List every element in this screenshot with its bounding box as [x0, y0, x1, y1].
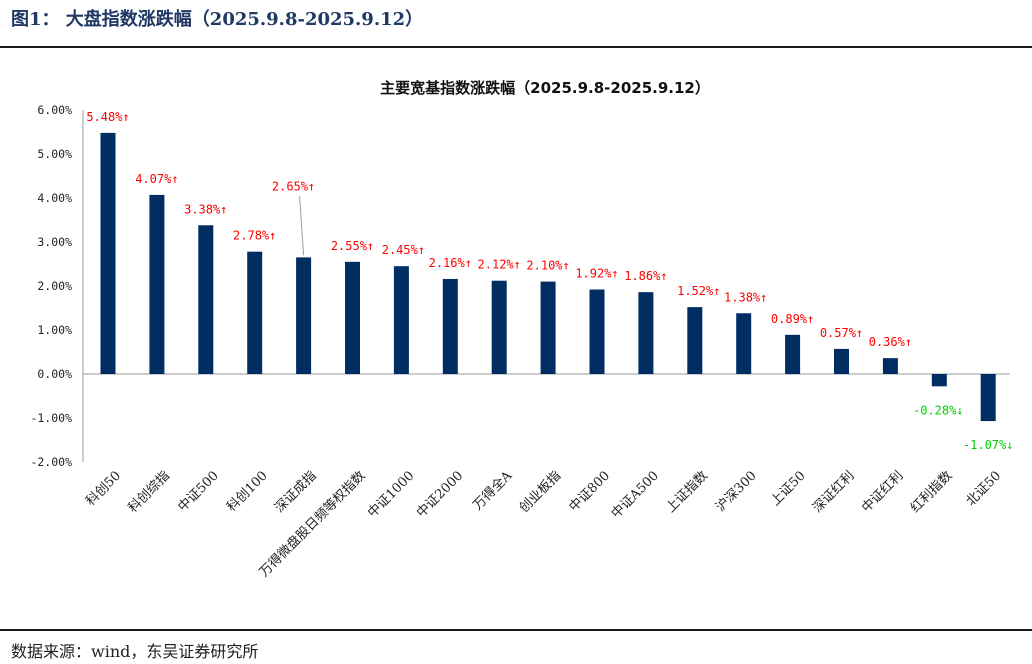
x-tick-label: 科创50 [83, 468, 124, 509]
data-label: -0.28%↓ [913, 403, 964, 417]
x-tick-label: 中证2000 [414, 468, 466, 520]
data-label: 1.86%↑ [624, 269, 667, 283]
y-tick-label: 3.00% [37, 235, 72, 249]
x-tick-label: 科创100 [224, 468, 271, 515]
data-label: 1.52%↑ [677, 284, 720, 298]
y-tick-label: -2.00% [30, 455, 72, 469]
top-divider [0, 46, 1032, 48]
data-label: 3.38%↑ [184, 202, 227, 216]
x-tick-label: 中证800 [567, 468, 614, 515]
x-tick-label: 沪深300 [712, 468, 759, 515]
y-tick-label: 6.00% [37, 103, 72, 117]
bottom-divider [0, 629, 1032, 631]
x-tick-label: 中证500 [175, 468, 222, 515]
x-tick-label: 创业板指 [517, 468, 564, 515]
bar [687, 307, 703, 374]
bar [834, 348, 849, 374]
bar [247, 251, 263, 374]
x-axis-ticks: 科创50 科创综指 中证500 科创100 深证成指万得微盘股日频等权指数中证1000中… [83, 467, 1004, 580]
bar [785, 334, 801, 374]
data-labels: 5.48%↑ 4.07%↑ 3.38%↑ 2.78%↑ 2.65%↑ 2.55%↑ 2.45… [86, 110, 1013, 452]
bar [736, 313, 752, 374]
data-label: 0.89%↑ [771, 312, 814, 326]
bar [149, 194, 165, 374]
x-tick-label: 中证红利 [858, 468, 906, 516]
data-label: 4.07%↑ [135, 172, 178, 186]
chart-title: 主要宽基指数涨跌幅（2025.9.8-2025.9.12） [380, 79, 710, 97]
figure-title: 图1： 大盘指数涨跌幅（2025.9.8-2025.9.12） [11, 9, 424, 30]
data-label: 2.10%↑ [526, 259, 569, 273]
bar [931, 374, 947, 387]
bar [491, 280, 507, 374]
x-tick-label: 深证成指 [272, 468, 319, 515]
label-leader-line [299, 196, 305, 256]
bar [198, 225, 214, 374]
x-tick-label: 上证指数 [663, 468, 710, 515]
data-label: 2.55%↑ [331, 239, 374, 253]
data-label: 2.78%↑ [233, 229, 276, 243]
data-label: 0.36%↑ [869, 335, 912, 349]
data-label: 2.45%↑ [382, 243, 425, 257]
x-tick-label: 红利指数 [907, 468, 955, 516]
y-axis-ticks: 6.00% 5.00% 4.00% 3.00% 2.00% 1.00% 0.00% -1.00… [30, 103, 72, 469]
data-label: 5.48%↑ [86, 110, 129, 124]
bar [345, 261, 360, 374]
x-tick-label: 科创综指 [126, 468, 173, 515]
y-tick-label: -1.00% [30, 411, 72, 425]
y-tick-label: 0.00% [37, 367, 72, 381]
bar [638, 292, 654, 374]
bar [393, 266, 409, 374]
bar [100, 132, 116, 374]
bar [589, 289, 605, 374]
bar [980, 374, 996, 422]
data-label: 0.57%↑ [820, 326, 863, 340]
data-label: -1.07%↓ [963, 438, 1014, 452]
bar [882, 358, 898, 374]
x-tick-label: 中证A500 [609, 468, 662, 521]
y-tick-label: 4.00% [37, 191, 72, 205]
x-tick-label: 万得全A [470, 467, 516, 513]
source-note: 数据来源：wind，东吴证券研究所 [11, 642, 259, 661]
x-tick-label: 北证50 [964, 468, 1005, 509]
y-tick-label: 5.00% [37, 147, 72, 161]
data-label: 2.16%↑ [429, 256, 472, 270]
data-label: 1.92%↑ [575, 267, 618, 281]
data-label: 2.65%↑ [272, 179, 315, 193]
data-label: 2.12%↑ [478, 258, 521, 272]
y-tick-label: 1.00% [37, 323, 72, 337]
y-tick-label: 2.00% [37, 279, 72, 293]
bar [296, 257, 312, 374]
data-label: 1.38%↑ [724, 290, 767, 304]
bar-series [100, 132, 996, 422]
x-tick-label: 深证红利 [809, 468, 857, 516]
x-tick-label: 上证50 [768, 468, 809, 509]
bar [442, 278, 458, 374]
x-tick-label: 中证1000 [365, 468, 417, 520]
bar [540, 281, 556, 374]
